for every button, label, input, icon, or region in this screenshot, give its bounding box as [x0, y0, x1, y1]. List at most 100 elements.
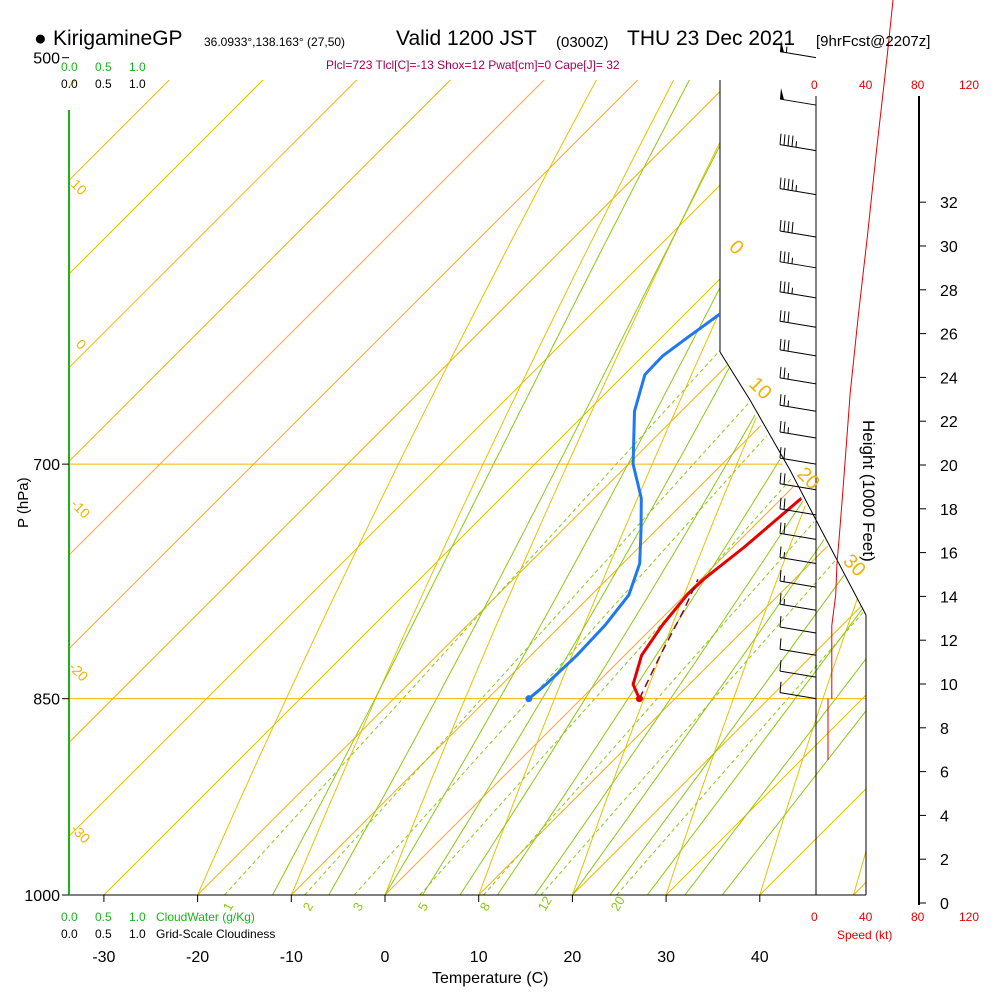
x-axis-label: Temperature (C) [432, 970, 549, 987]
isotherm-line [69, 80, 866, 895]
wind-barb-flag [779, 546, 782, 558]
height-tick-label: 32 [940, 195, 958, 212]
plot-frame [68, 80, 867, 896]
isotherm-label: 20 [792, 463, 823, 494]
wind-barb-half [783, 552, 785, 559]
isotherm-line [69, 80, 749, 895]
mixing-ratio-label: 5 [415, 900, 432, 914]
wind-barb-staff [779, 648, 817, 656]
wind-barb-staff [779, 291, 817, 299]
isotherm-line [69, 80, 866, 895]
wind-barb-half [787, 400, 789, 407]
wind-barb-staff [779, 188, 817, 196]
moist-adiabat-line [646, 80, 866, 895]
mixing-ratio-line [483, 80, 866, 895]
speed-tick-bottom-40: 40 [859, 910, 873, 924]
height-tick-label: 20 [940, 458, 958, 475]
height-tick-label: 24 [940, 370, 958, 387]
wind-barb-flag [779, 366, 782, 378]
wind-barb-flag [783, 473, 786, 485]
surface-dewpoint-point [525, 695, 533, 703]
wind-barb-flag [779, 615, 782, 628]
speed-tick-top-120: 120 [959, 78, 980, 92]
plot-outline [69, 80, 866, 895]
wind-speed-line [831, 0, 894, 699]
wind-barb-half [795, 141, 797, 148]
wind-barb-staff [779, 692, 817, 700]
height-tick-label: 8 [940, 721, 949, 738]
wind-barb-flag [783, 367, 786, 379]
surface-temperature-point [635, 695, 643, 703]
cloudiness-scale-top-05: 0.5 [95, 77, 112, 91]
frame-right-diagonal [719, 351, 867, 895]
wind-barb-flag [779, 447, 782, 459]
speed-tick-bottom-120: 120 [959, 910, 980, 924]
dry-adiabat-line [266, 80, 866, 895]
wind-barb-flag [783, 498, 786, 510]
dry-adiabat-line [361, 80, 866, 895]
wind-barb-staff [779, 404, 817, 412]
mixing-ratio-label: 12 [535, 893, 555, 913]
wind-barb-flag [783, 523, 786, 535]
speed-tick-bottom-0: 0 [811, 910, 818, 924]
wind-barb-flag [783, 339, 786, 351]
wind-barb-staff [779, 457, 817, 465]
axis-labels: 2503004005007008501000-30-20-10010203040… [24, 51, 869, 966]
speed-axis-label: Speed (kt) [837, 928, 893, 942]
wind-barb-half [783, 598, 785, 605]
cloudwater-scale-bottom-0: 0.0 [61, 910, 78, 924]
height-tick-label: 30 [940, 239, 958, 256]
wind-barb-staff [779, 320, 817, 328]
moist-adiabat-line [272, 80, 866, 895]
moist-adiabat-line [721, 80, 866, 895]
height-tick-label: 28 [940, 283, 958, 300]
height-tick-label: 4 [940, 808, 949, 825]
isotherm-line [478, 80, 866, 895]
cloudwater-scale-bottom-05: 0.5 [95, 910, 112, 924]
wind-barb-staff [779, 580, 817, 588]
wind-barb-flag [779, 593, 782, 605]
isotherm-line [69, 80, 842, 895]
isotherm-line [103, 80, 866, 895]
mixing-ratio-label: 3 [350, 900, 367, 914]
isotherm-label: -10 [68, 496, 94, 522]
wind-barb-flag [791, 135, 794, 147]
wind-barb-flag [779, 420, 782, 433]
height-tick-label: 2 [940, 852, 949, 869]
isotherm-line [69, 80, 866, 895]
wind-barb-flag [779, 394, 782, 406]
temperature-tick-label: 0 [381, 949, 390, 966]
height-tick-label: 22 [940, 414, 958, 431]
height-tick-label: 6 [940, 765, 949, 782]
station-name: KirigamineGP [53, 27, 183, 50]
forecast-tag: [9hrFcst@2207z] [816, 33, 931, 50]
wind-barb-half [783, 575, 785, 582]
height-tick-label: 16 [940, 546, 958, 563]
y-axis-label: P (hPa) [15, 477, 32, 528]
isotherm-line [759, 80, 866, 895]
wind-barb-flag [779, 177, 782, 189]
wind-barb-flag [779, 280, 782, 292]
wind-barb-flag [787, 340, 790, 352]
wind-barb-staff [779, 532, 817, 540]
stability-indices: Plcl=723 Tlcl[C]=-13 Shox=12 Pwat[cm]=0 … [326, 58, 620, 72]
pressure-tick-label: 500 [33, 51, 60, 68]
temperature-tick-label: 30 [657, 949, 675, 966]
wind-barb-flag [783, 281, 786, 293]
dry-adiabat-line [741, 80, 866, 895]
pressure-tick-label: 850 [33, 692, 60, 709]
height-axis-label: Height (1000 Feet) [859, 420, 878, 562]
mixing-ratio-label: 8 [477, 900, 494, 914]
wind-barb-flag [787, 311, 790, 323]
isotherm-line [69, 80, 866, 895]
wind-barb-half [795, 185, 797, 192]
valid-time: Valid 1200 JST [396, 27, 537, 50]
temperature-tick-label: 10 [470, 949, 488, 966]
height-tick-label: 18 [940, 502, 958, 519]
moist-adiabat-line [534, 80, 866, 895]
moist-adiabat-line [609, 80, 866, 895]
cloudwater-scale-top-05: 0.5 [95, 60, 112, 74]
cloudiness-label: Grid-Scale Cloudiness [156, 927, 276, 941]
temperature-tick-label: -10 [280, 949, 303, 966]
isotherm-line [69, 80, 866, 895]
